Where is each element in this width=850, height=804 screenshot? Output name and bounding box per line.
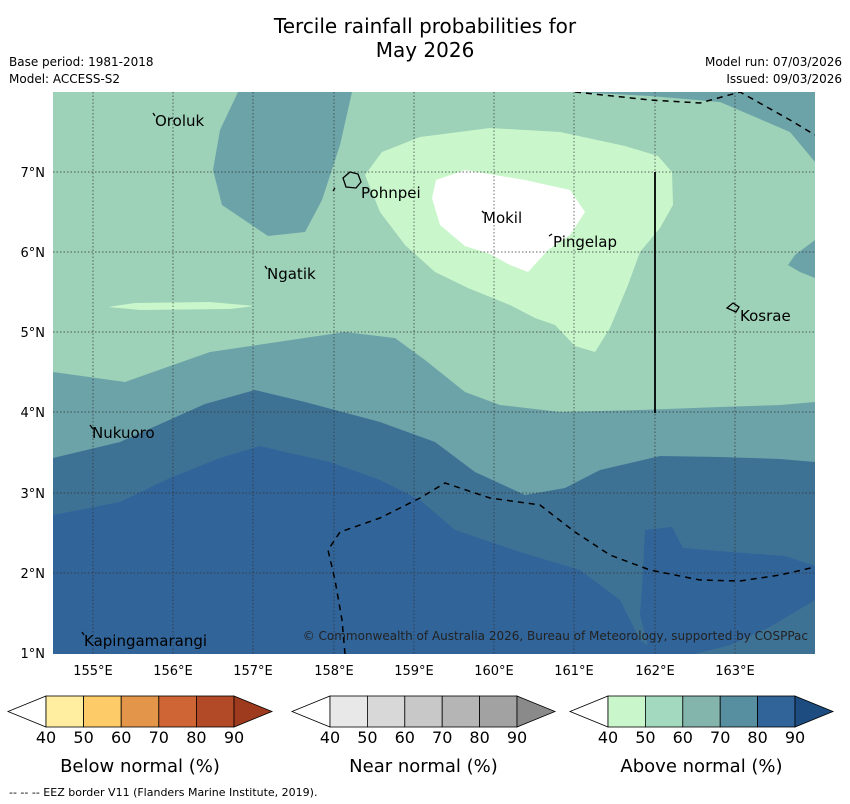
place-pingelap: Pingelap [553, 233, 617, 251]
legend-above-swatch [607, 695, 646, 728]
model-name: Model: ACCESS-S2 [9, 72, 121, 86]
zone-above-90-east [640, 527, 815, 654]
legend-below-tick: 50 [73, 728, 93, 747]
legend-near-swatch [366, 695, 406, 728]
lon-label-155: 155°E [73, 664, 113, 679]
legend-near-tick: 70 [432, 728, 452, 747]
legend-below-swatch [158, 695, 197, 728]
issued-date: Issued: 09/03/2026 [726, 72, 842, 86]
legend-near-swatch [479, 695, 518, 728]
legend-above-title: Above normal (%) [620, 756, 782, 777]
lon-label-161: 161°E [554, 664, 594, 679]
pohnpei-island-outline [342, 171, 362, 189]
legend-above-tick: 80 [747, 728, 767, 747]
lon-label-158: 158°E [314, 664, 354, 679]
kosrae-island-outline [725, 302, 740, 313]
legend-below-tick: 60 [111, 728, 131, 747]
islands [81, 112, 740, 636]
chart-title: Tercile rainfall probabilities for May 2… [0, 14, 850, 62]
legend-near-tick: 80 [469, 728, 489, 747]
lon-label-159: 159°E [394, 664, 434, 679]
lat-label-5: 5°N [21, 326, 46, 341]
legend-below-title: Below normal (%) [60, 756, 220, 777]
legend-below-tick: 90 [224, 728, 244, 747]
legend-above-tick: 50 [635, 728, 655, 747]
legend-near-low-arrow [290, 695, 331, 728]
place-ngatik: Ngatik [267, 265, 316, 283]
legend-near-high-arrow [516, 695, 557, 728]
place-mokil: Mokil [483, 209, 522, 227]
meta-left: Base period: 1981-2018 Model: ACCESS-S2 [9, 54, 154, 88]
legend-near: 40 50 60 70 80 90 Near normal (%) [290, 695, 557, 777]
legend-below-low-arrow [6, 695, 47, 728]
legend-below-swatch [120, 695, 160, 728]
legend-above-swatch [682, 695, 721, 728]
legend-above-high-arrow [794, 695, 835, 728]
legend-above-tick: 60 [673, 728, 693, 747]
legend-above-low-arrow [568, 695, 609, 728]
legend-below-swatch [195, 695, 235, 728]
lat-label-2: 2°N [21, 567, 46, 582]
meta-right: Model run: 07/03/2026 Issued: 09/03/2026 [705, 54, 842, 88]
zone-below-50 [432, 170, 585, 272]
lat-label-1: 1°N [21, 647, 46, 662]
eez-border [327, 92, 815, 654]
legend-near-swatch [441, 695, 481, 728]
zone-above-50-strip [108, 302, 255, 310]
legend-above-tick: 40 [598, 728, 618, 747]
legend-above-tick: 90 [785, 728, 805, 747]
place-kapingamarangi: Kapingamarangi [84, 632, 207, 650]
zone-above-90 [53, 446, 660, 654]
legend-near-tick: 50 [357, 728, 377, 747]
legend-below-swatch [83, 695, 122, 728]
legend-below-high-arrow [233, 695, 274, 728]
map-area: Oroluk Pohnpei Mokil Pingelap Ngatik Kos… [53, 92, 815, 654]
base-period: Base period: 1981-2018 [9, 55, 154, 69]
lon-label-163: 163°E [715, 664, 755, 679]
lon-label-157: 157°E [233, 664, 273, 679]
place-pohnpei: Pohnpei [361, 184, 421, 202]
legend-near-swatch [329, 695, 368, 728]
legend-near-tick: 90 [507, 728, 527, 747]
copyright-notice: © Commonwealth of Australia 2026, Bureau… [303, 629, 808, 643]
lat-label-4: 4°N [21, 406, 46, 421]
legend-above-swatch [757, 695, 796, 728]
lon-label-156: 156°E [153, 664, 193, 679]
legend-below-swatch [45, 695, 84, 728]
legend-near-title: Near normal (%) [349, 756, 498, 777]
place-oroluk: Oroluk [155, 112, 204, 130]
lon-label-160: 160°E [474, 664, 514, 679]
title-line-2: May 2026 [375, 38, 475, 62]
legend-near-swatch [404, 695, 443, 728]
place-nukuoro: Nukuoro [92, 424, 155, 442]
lon-label-162: 162°E [635, 664, 675, 679]
eez-footnote: -- -- -- EEZ border V11 (Flanders Marine… [9, 786, 318, 799]
legend-below-tick: 40 [36, 728, 56, 747]
zone-above-70-north [213, 92, 352, 236]
lat-label-7: 7°N [21, 166, 46, 181]
legend-above-tick: 70 [710, 728, 730, 747]
lat-label-6: 6°N [21, 246, 46, 261]
legend-below-tick: 70 [149, 728, 169, 747]
legend-near-tick: 60 [395, 728, 415, 747]
title-line-1: Tercile rainfall probabilities for [273, 14, 577, 38]
legend-below-tick: 80 [186, 728, 206, 747]
zone-above-70-east [788, 240, 815, 278]
legend-above-swatch [645, 695, 684, 728]
legend-near-tick: 40 [320, 728, 340, 747]
model-run: Model run: 07/03/2026 [704, 55, 842, 69]
place-kosrae: Kosrae [740, 307, 791, 325]
lat-label-3: 3°N [21, 487, 46, 502]
legend-above-swatch [719, 695, 759, 728]
zone-above-70-northeast [575, 92, 815, 162]
